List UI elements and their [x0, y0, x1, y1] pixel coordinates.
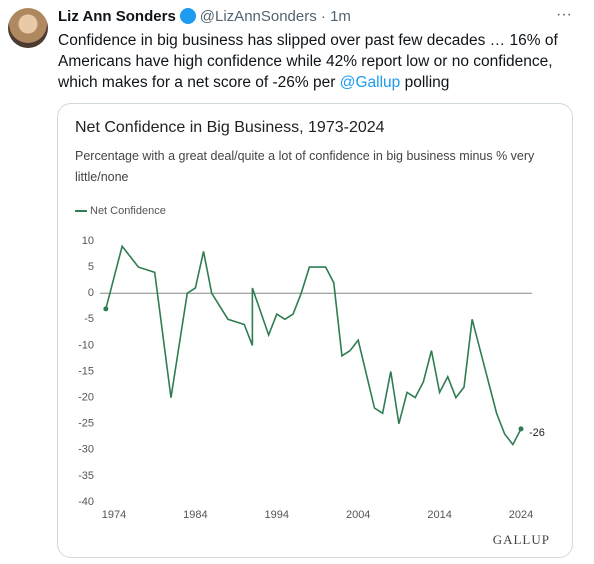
time[interactable]: 1m: [330, 8, 351, 25]
more-button[interactable]: ···: [556, 6, 572, 23]
legend-label: Net Confidence: [90, 205, 166, 217]
y-tick-label: -35: [78, 470, 94, 482]
y-tick-label: 5: [88, 261, 94, 273]
y-tick-label: 0: [88, 287, 94, 299]
subtitle-box: Percentage with a great deal/quite a lot…: [75, 149, 535, 184]
avatar[interactable]: [8, 8, 48, 48]
y-tick-label: -5: [84, 313, 94, 325]
handle[interactable]: @LizAnnSonders: [199, 8, 317, 25]
text: Confidence in big business has slipped o…: [58, 32, 558, 91]
author-name[interactable]: Liz Ann Sonders: [58, 8, 176, 25]
x-tick-label: 2004: [346, 509, 370, 521]
y-tick-label: -15: [78, 365, 94, 377]
chart-title: Net Confidence in Big Business, 1973-202…: [75, 119, 385, 136]
verified-badge: [179, 8, 196, 24]
x-tick-label: 1974: [102, 509, 126, 521]
x-tick-label: 2024: [509, 509, 533, 521]
line: [105, 244, 522, 447]
end-point: [518, 426, 524, 432]
text: polling: [400, 74, 450, 91]
y-tick-label: -40: [78, 496, 94, 508]
data-label: -26: [529, 427, 545, 439]
source: GALLUP: [493, 532, 550, 547]
mention[interactable]: @Gallup: [339, 74, 401, 91]
tweet-header: Liz Ann Sonders @LizAnnSonders · 1m: [58, 8, 351, 25]
x-tick-label: 2014: [427, 509, 451, 521]
y-tick-label: -30: [78, 444, 94, 456]
y-tick-label: -25: [78, 418, 94, 430]
chart-card[interactable]: Net Confidence in Big Business, 1973-202…: [57, 103, 573, 558]
chart: Net Confidence in Big Business, 1973-202…: [75, 119, 550, 547]
chart-subtitle: Percentage with a great deal/quite a lot…: [75, 149, 535, 184]
end-point: [103, 306, 109, 312]
x-tick-label: 1994: [265, 509, 289, 521]
x-tick-label: 1984: [183, 509, 207, 521]
y-tick-label: -10: [78, 339, 94, 351]
y-tick-label: 10: [82, 235, 94, 247]
y-tick-label: -20: [78, 392, 94, 404]
separator: ·: [316, 8, 331, 25]
tweet-text: Confidence in big business has slipped o…: [58, 30, 568, 93]
